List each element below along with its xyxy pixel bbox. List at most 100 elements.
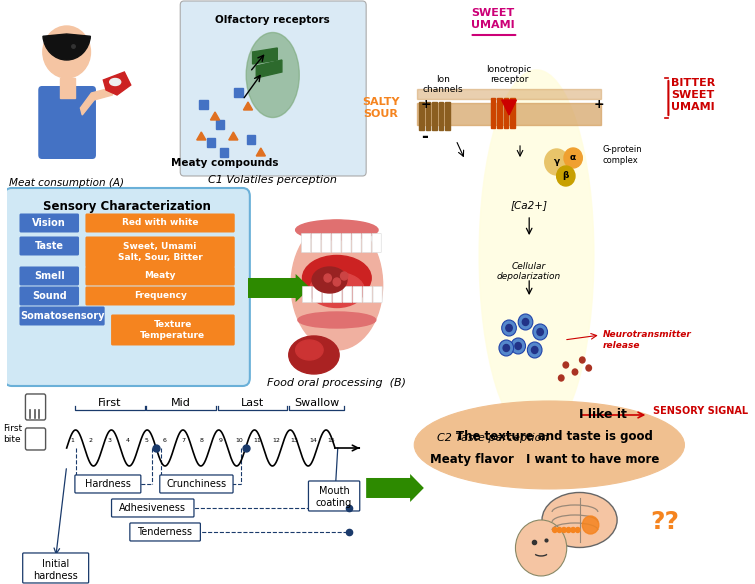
FancyBboxPatch shape [372, 234, 381, 252]
Ellipse shape [312, 267, 347, 293]
FancyBboxPatch shape [160, 475, 233, 493]
Text: Taste: Taste [35, 241, 63, 251]
Polygon shape [256, 148, 266, 156]
Text: First
bite: First bite [3, 425, 22, 444]
FancyBboxPatch shape [39, 86, 96, 159]
FancyBboxPatch shape [362, 234, 371, 252]
Text: 15: 15 [328, 438, 335, 443]
Bar [247, 135, 255, 144]
Bar [234, 88, 242, 97]
FancyBboxPatch shape [373, 287, 382, 303]
Circle shape [586, 365, 591, 371]
Wedge shape [43, 34, 91, 60]
Text: Ion
channels: Ion channels [423, 75, 464, 95]
FancyBboxPatch shape [180, 1, 366, 176]
Circle shape [503, 345, 510, 352]
Circle shape [559, 375, 564, 381]
FancyBboxPatch shape [301, 234, 311, 252]
Circle shape [572, 369, 578, 375]
FancyBboxPatch shape [333, 287, 342, 303]
Bar [199, 100, 208, 109]
FancyBboxPatch shape [20, 266, 79, 286]
Text: β: β [562, 172, 569, 180]
Text: I want to have more: I want to have more [526, 454, 660, 467]
Bar [418, 89, 601, 99]
FancyBboxPatch shape [85, 237, 235, 267]
FancyBboxPatch shape [75, 475, 141, 493]
Circle shape [324, 274, 331, 282]
Text: +: + [421, 98, 432, 111]
Ellipse shape [288, 336, 339, 374]
Ellipse shape [296, 220, 378, 240]
Circle shape [502, 320, 516, 336]
Ellipse shape [479, 70, 593, 440]
Circle shape [527, 342, 542, 358]
Ellipse shape [296, 340, 323, 360]
FancyBboxPatch shape [331, 234, 341, 252]
Text: Texture
Temperature: Texture Temperature [140, 320, 205, 340]
Text: BITTER
SWEET
UMAMI: BITTER SWEET UMAMI [671, 78, 716, 112]
Circle shape [571, 527, 575, 533]
Text: Adhesiveness: Adhesiveness [119, 503, 186, 513]
Text: 6: 6 [163, 438, 167, 443]
Circle shape [532, 346, 538, 353]
Text: 14: 14 [309, 438, 317, 443]
FancyBboxPatch shape [312, 234, 321, 252]
Text: Meaty: Meaty [144, 272, 176, 280]
Text: Swallow: Swallow [294, 398, 339, 408]
Ellipse shape [109, 78, 121, 85]
Text: 5: 5 [144, 438, 148, 443]
Circle shape [515, 342, 522, 349]
Text: 3: 3 [107, 438, 111, 443]
FancyBboxPatch shape [20, 214, 79, 232]
Bar [418, 103, 601, 125]
Text: -: - [421, 128, 428, 146]
FancyBboxPatch shape [111, 315, 235, 346]
Circle shape [518, 314, 533, 330]
Text: γ: γ [553, 158, 559, 166]
Text: Sound: Sound [32, 291, 66, 301]
Text: Tenderness: Tenderness [137, 527, 193, 537]
Text: Neurotransmitter
release: Neurotransmitter release [602, 331, 692, 350]
Text: C2 Taste perception: C2 Taste perception [437, 433, 548, 443]
Circle shape [575, 527, 580, 533]
Circle shape [556, 166, 575, 186]
FancyBboxPatch shape [20, 287, 79, 305]
Bar [510, 98, 514, 128]
Bar [60, 78, 75, 98]
Circle shape [333, 278, 341, 286]
Circle shape [537, 328, 544, 335]
Text: 4: 4 [125, 438, 130, 443]
Text: Crunchiness: Crunchiness [166, 479, 226, 489]
Circle shape [553, 527, 557, 533]
FancyBboxPatch shape [352, 234, 361, 252]
Circle shape [522, 318, 528, 325]
Polygon shape [103, 72, 131, 95]
Ellipse shape [414, 401, 685, 489]
Text: 13: 13 [291, 438, 298, 443]
Text: SWEET
UMAMI: SWEET UMAMI [470, 8, 514, 30]
Text: +: + [593, 98, 604, 111]
Text: Sensory Characterization: Sensory Characterization [43, 200, 211, 213]
Bar [504, 98, 508, 128]
FancyBboxPatch shape [85, 266, 235, 286]
Text: Mouth
coating: Mouth coating [316, 486, 353, 507]
FancyBboxPatch shape [26, 394, 45, 420]
Circle shape [563, 362, 569, 368]
Bar [497, 98, 502, 128]
Text: 1: 1 [70, 438, 74, 443]
Circle shape [545, 149, 569, 175]
FancyBboxPatch shape [322, 234, 331, 252]
FancyBboxPatch shape [313, 287, 322, 303]
Text: Mid: Mid [171, 398, 191, 408]
Text: SALTY
SOUR: SALTY SOUR [362, 97, 399, 119]
Polygon shape [197, 132, 206, 140]
Text: SENSORY SIGNAL: SENSORY SIGNAL [653, 406, 748, 416]
Ellipse shape [246, 33, 299, 117]
Text: 9: 9 [218, 438, 222, 443]
Circle shape [43, 26, 91, 78]
Circle shape [506, 325, 512, 332]
Text: 7: 7 [181, 438, 185, 443]
Text: 8: 8 [200, 438, 204, 443]
Text: C1 Volatiles perception: C1 Volatiles perception [208, 175, 337, 185]
